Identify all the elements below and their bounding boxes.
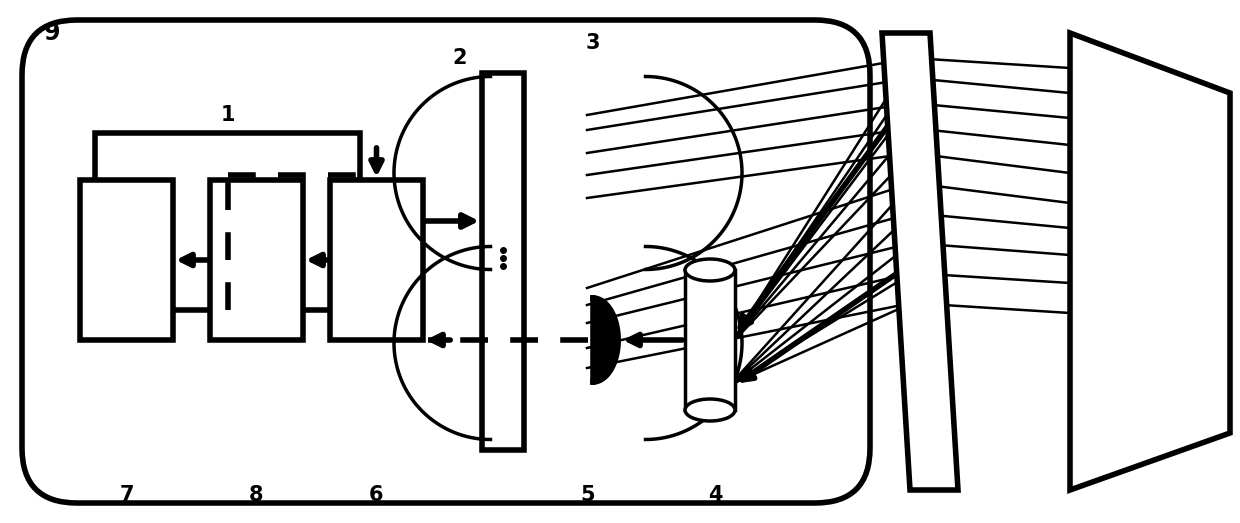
FancyBboxPatch shape	[684, 270, 735, 410]
Text: 9: 9	[43, 21, 61, 45]
Polygon shape	[882, 33, 959, 490]
Text: 6: 6	[370, 485, 383, 505]
Ellipse shape	[684, 259, 735, 281]
Text: 1: 1	[221, 105, 234, 125]
Ellipse shape	[684, 399, 735, 421]
FancyBboxPatch shape	[22, 20, 870, 503]
FancyBboxPatch shape	[81, 180, 174, 340]
FancyBboxPatch shape	[330, 180, 423, 340]
FancyBboxPatch shape	[482, 73, 525, 450]
FancyBboxPatch shape	[95, 133, 360, 310]
Text: 3: 3	[585, 33, 600, 53]
Text: 7: 7	[119, 485, 134, 505]
Polygon shape	[1070, 33, 1230, 490]
Text: 2: 2	[453, 48, 467, 68]
Text: 8: 8	[249, 485, 264, 505]
Text: 5: 5	[580, 485, 595, 505]
FancyBboxPatch shape	[210, 180, 303, 340]
Text: 4: 4	[708, 485, 722, 505]
